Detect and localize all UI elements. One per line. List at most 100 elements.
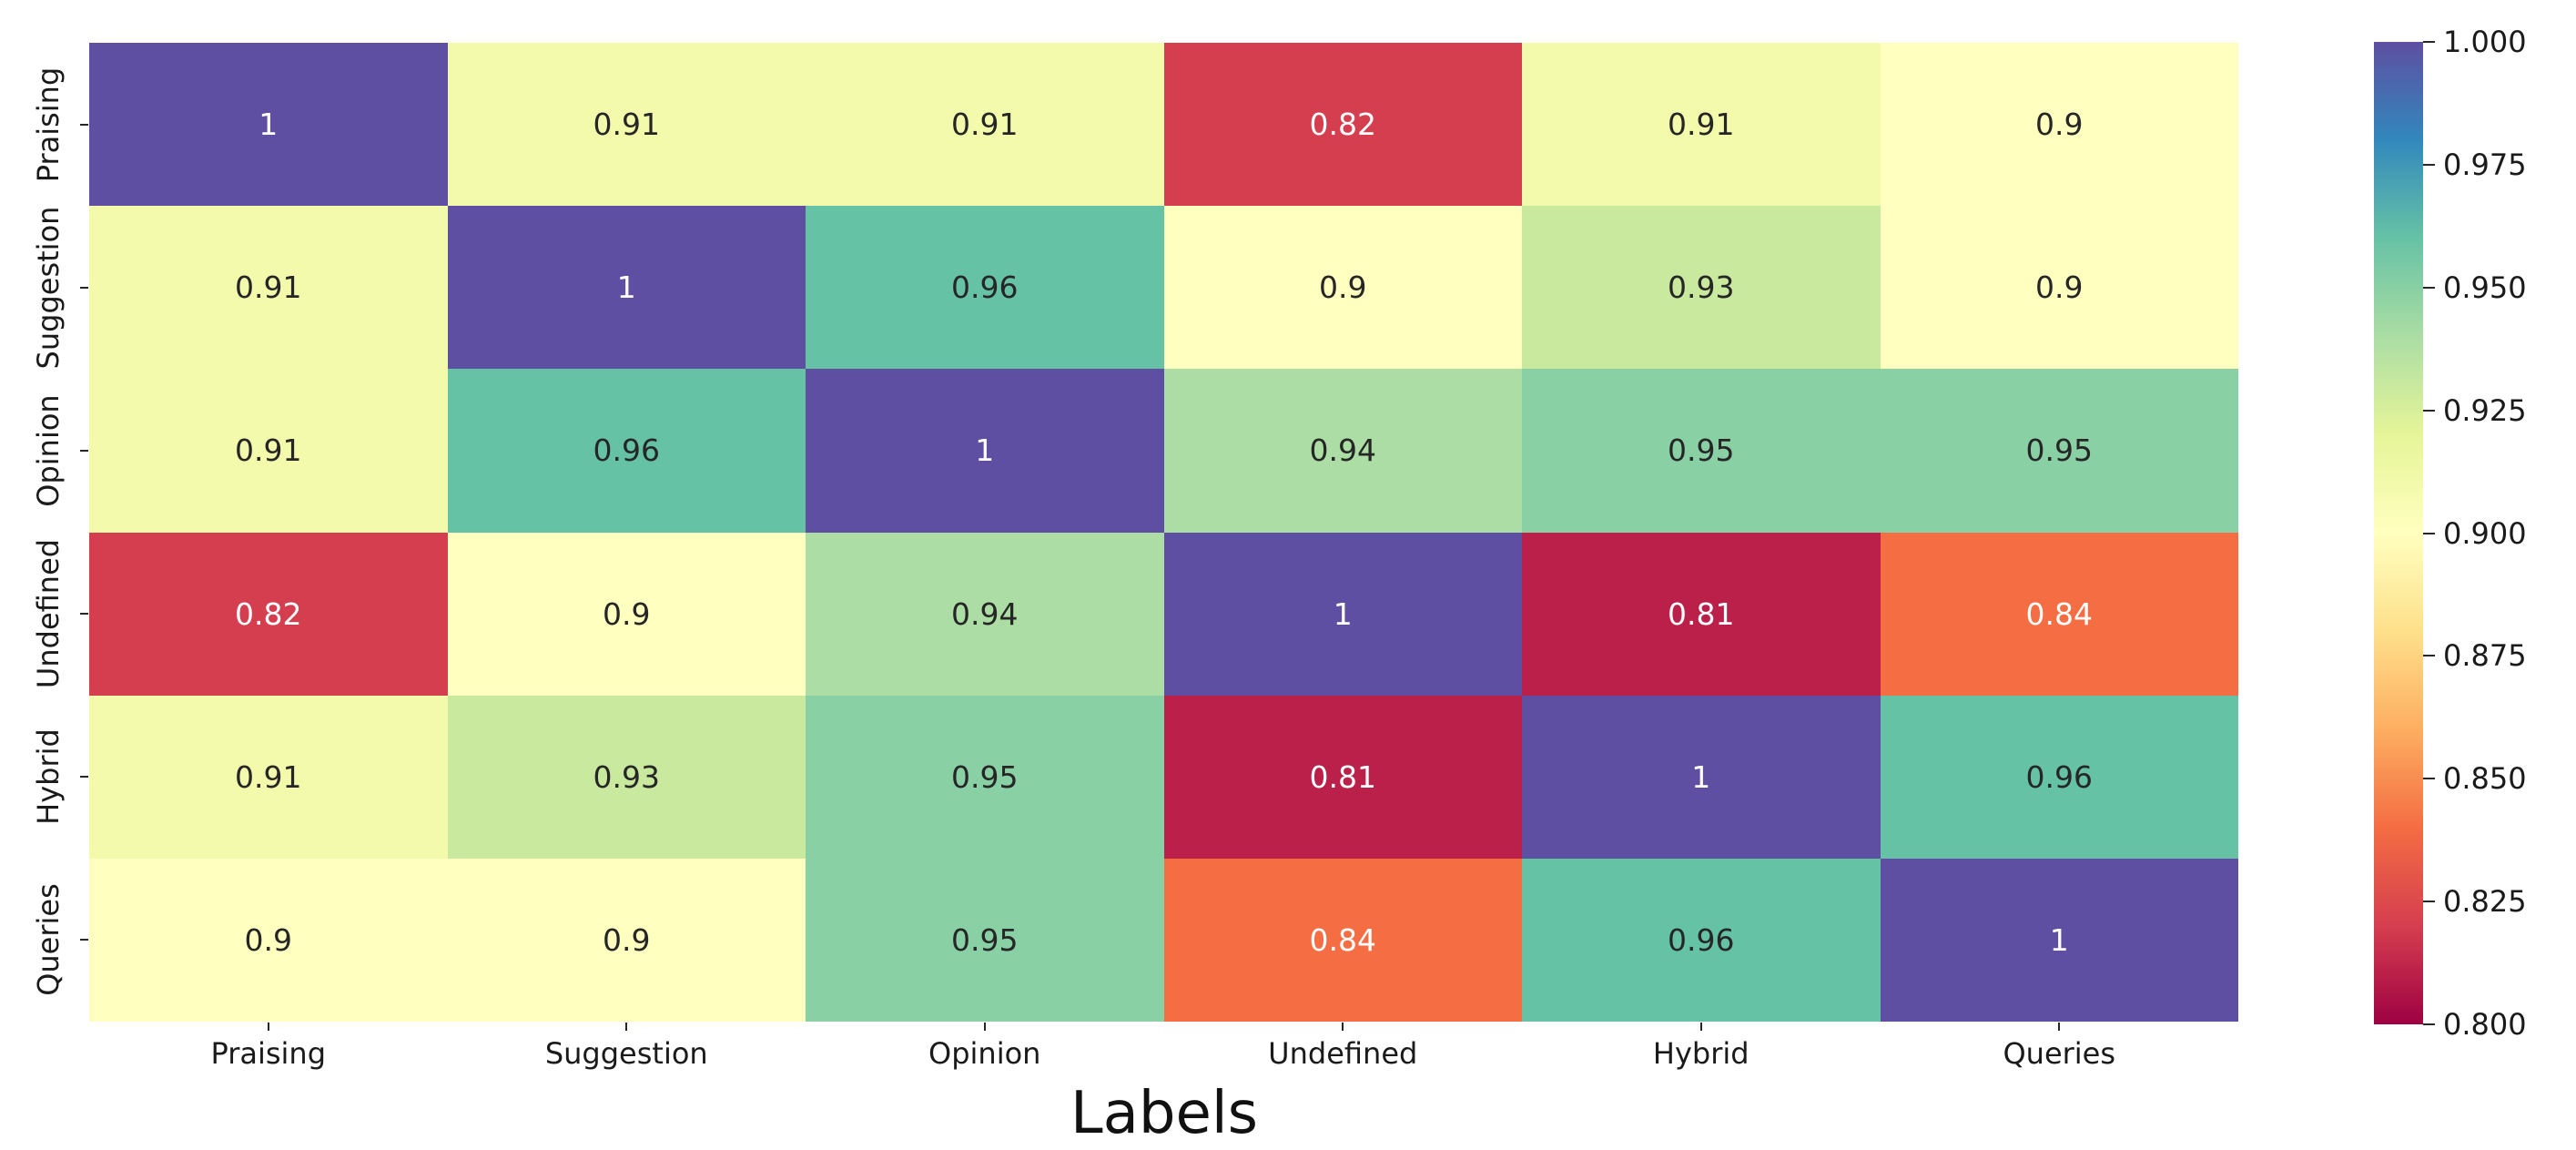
y-tick-label-Queries: Queries	[31, 883, 66, 997]
heatmap-cell-Opinion-Undefined: 0.94	[1163, 369, 1522, 533]
x-tick-label-Opinion: Opinion	[928, 1036, 1041, 1071]
cell-value: 0.91	[235, 270, 302, 306]
cell-value: 0.95	[1668, 433, 1735, 469]
cell-value: 0.95	[951, 921, 1019, 958]
heatmap-cell-Undefined-Undefined: 1	[1163, 532, 1522, 696]
y-tick-mark	[80, 123, 88, 126]
y-tick-mark	[80, 776, 88, 779]
heatmap-grid: 1 0.91 0.91 0.82 0.91 0.9 0.91 1 0.96 0.9 0.93 0.9 0…	[89, 43, 2238, 1022]
cell-value: 0.82	[1309, 107, 1376, 143]
cell-value: 0.94	[1309, 433, 1376, 469]
colorbar-tick-label-1.000: 1.000	[2443, 25, 2527, 59]
x-tick-label-Suggestion: Suggestion	[544, 1036, 708, 1071]
cell-value: 1	[616, 270, 636, 306]
heatmap-cell-Praising-Queries: 0.9	[1880, 43, 2238, 207]
x-tick-label-Praising: Praising	[210, 1036, 327, 1071]
cell-value: 0.84	[2025, 595, 2093, 632]
heatmap-cell-Praising-Suggestion: 0.91	[447, 43, 806, 207]
heatmap-cell-Opinion-Opinion: 1	[806, 369, 1164, 533]
cell-value: 0.96	[593, 433, 660, 469]
heatmap-cell-Praising-Opinion: 0.91	[806, 43, 1164, 207]
x-tick-mark	[267, 1023, 269, 1031]
heatmap-cell-Hybrid-Suggestion: 0.93	[447, 695, 806, 859]
colorbar-tick-mark	[2423, 41, 2435, 43]
colorbar-tick-mark	[2423, 532, 2435, 534]
cell-value: 0.93	[1668, 270, 1735, 306]
heatmap-cell-Undefined-Opinion: 0.94	[806, 532, 1164, 696]
heatmap-cell-Hybrid-Queries: 0.96	[1880, 695, 2238, 859]
colorbar-tick-mark	[2423, 286, 2435, 289]
colorbar-tick-mark	[2423, 655, 2435, 657]
y-tick-label-Praising: Praising	[31, 66, 66, 182]
colorbar-tick-label-0.800: 0.800	[2443, 1007, 2527, 1042]
cell-value: 0.9	[603, 921, 651, 958]
cell-value: 0.91	[235, 433, 302, 469]
heatmap-cell-Suggestion-Praising: 0.91	[89, 206, 448, 370]
x-tick-label-Hybrid: Hybrid	[1652, 1036, 1749, 1071]
y-tick-mark	[80, 449, 88, 452]
colorbar-tick-label-0.950: 0.950	[2443, 270, 2527, 305]
x-tick-mark	[2058, 1023, 2061, 1031]
heatmap-cell-Hybrid-Praising: 0.91	[89, 695, 448, 859]
colorbar-tick-mark	[2423, 409, 2435, 412]
heatmap-cell-Suggestion-Queries: 0.9	[1880, 206, 2238, 370]
cell-value: 0.94	[951, 595, 1019, 632]
cell-value: 0.82	[235, 595, 302, 632]
x-tick-label-Undefined: Undefined	[1268, 1036, 1418, 1071]
heatmap-cell-Suggestion-Opinion: 0.96	[806, 206, 1164, 370]
heatmap-cell-Undefined-Praising: 0.82	[89, 532, 448, 696]
heatmap-cell-Hybrid-Hybrid: 1	[1522, 695, 1881, 859]
y-tick-mark	[80, 613, 88, 616]
y-tick-label-Opinion: Opinion	[31, 394, 66, 507]
colorbar-tick-label-0.975: 0.975	[2443, 147, 2527, 182]
cell-value: 0.96	[1668, 921, 1735, 958]
cell-value: 1	[1691, 758, 1711, 795]
cell-value: 0.91	[235, 758, 302, 795]
heatmap-cell-Queries-Undefined: 0.84	[1163, 858, 1522, 1022]
cell-value: 0.91	[951, 107, 1019, 143]
y-tick-mark	[80, 286, 88, 289]
cell-value: 0.91	[593, 107, 660, 143]
cell-value: 0.9	[1319, 270, 1367, 306]
heatmap-cell-Praising-Hybrid: 0.91	[1522, 43, 1881, 207]
colorbar-tick-mark	[2423, 1023, 2435, 1025]
cell-value: 0.96	[2025, 758, 2093, 795]
heatmap-cell-Opinion-Queries: 0.95	[1880, 369, 2238, 533]
y-tick-label-Hybrid: Hybrid	[31, 728, 66, 826]
cell-value: 0.84	[1309, 921, 1376, 958]
heatmap-cell-Opinion-Suggestion: 0.96	[447, 369, 806, 533]
colorbar-tick-label-0.850: 0.850	[2443, 761, 2527, 797]
y-tick-label-Undefined: Undefined	[31, 539, 66, 689]
heatmap-cell-Queries-Suggestion: 0.9	[447, 858, 806, 1022]
heatmap-cell-Suggestion-Undefined: 0.9	[1163, 206, 1522, 370]
heatmap-cell-Queries-Praising: 0.9	[89, 858, 448, 1022]
x-tick-label-Queries: Queries	[2003, 1036, 2116, 1071]
x-tick-mark	[983, 1023, 986, 1031]
cell-value: 1	[975, 433, 995, 469]
heatmap-cell-Suggestion-Suggestion: 1	[447, 206, 806, 370]
heatmap-cell-Undefined-Queries: 0.84	[1880, 532, 2238, 696]
cell-value: 0.9	[2035, 270, 2084, 306]
heatmap-cell-Undefined-Hybrid: 0.81	[1522, 532, 1881, 696]
heatmap-cell-Queries-Opinion: 0.95	[806, 858, 1164, 1022]
heatmap-cell-Hybrid-Opinion: 0.95	[806, 695, 1164, 859]
colorbar-tick-label-0.925: 0.925	[2443, 392, 2527, 428]
colorbar-tick-mark	[2423, 778, 2435, 780]
heatmap-cell-Praising-Undefined: 0.82	[1163, 43, 1522, 207]
heatmap-cell-Praising-Praising: 1	[89, 43, 448, 207]
x-axis-title: Labels	[1070, 1080, 1258, 1147]
heatmap-cell-Opinion-Praising: 0.91	[89, 369, 448, 533]
heatmap-cell-Opinion-Hybrid: 0.95	[1522, 369, 1881, 533]
cell-value: 0.91	[1668, 107, 1735, 143]
cell-value: 0.95	[2025, 433, 2093, 469]
cell-value: 0.9	[244, 921, 292, 958]
heatmap-cell-Queries-Hybrid: 0.96	[1522, 858, 1881, 1022]
cell-value: 0.81	[1309, 758, 1376, 795]
cell-value: 1	[1333, 595, 1353, 632]
cell-value: 0.9	[2035, 107, 2084, 143]
heatmap-cell-Queries-Queries: 1	[1880, 858, 2238, 1022]
x-tick-mark	[1342, 1023, 1344, 1031]
heatmap-cell-Undefined-Suggestion: 0.9	[447, 532, 806, 696]
x-tick-mark	[1699, 1023, 1702, 1031]
